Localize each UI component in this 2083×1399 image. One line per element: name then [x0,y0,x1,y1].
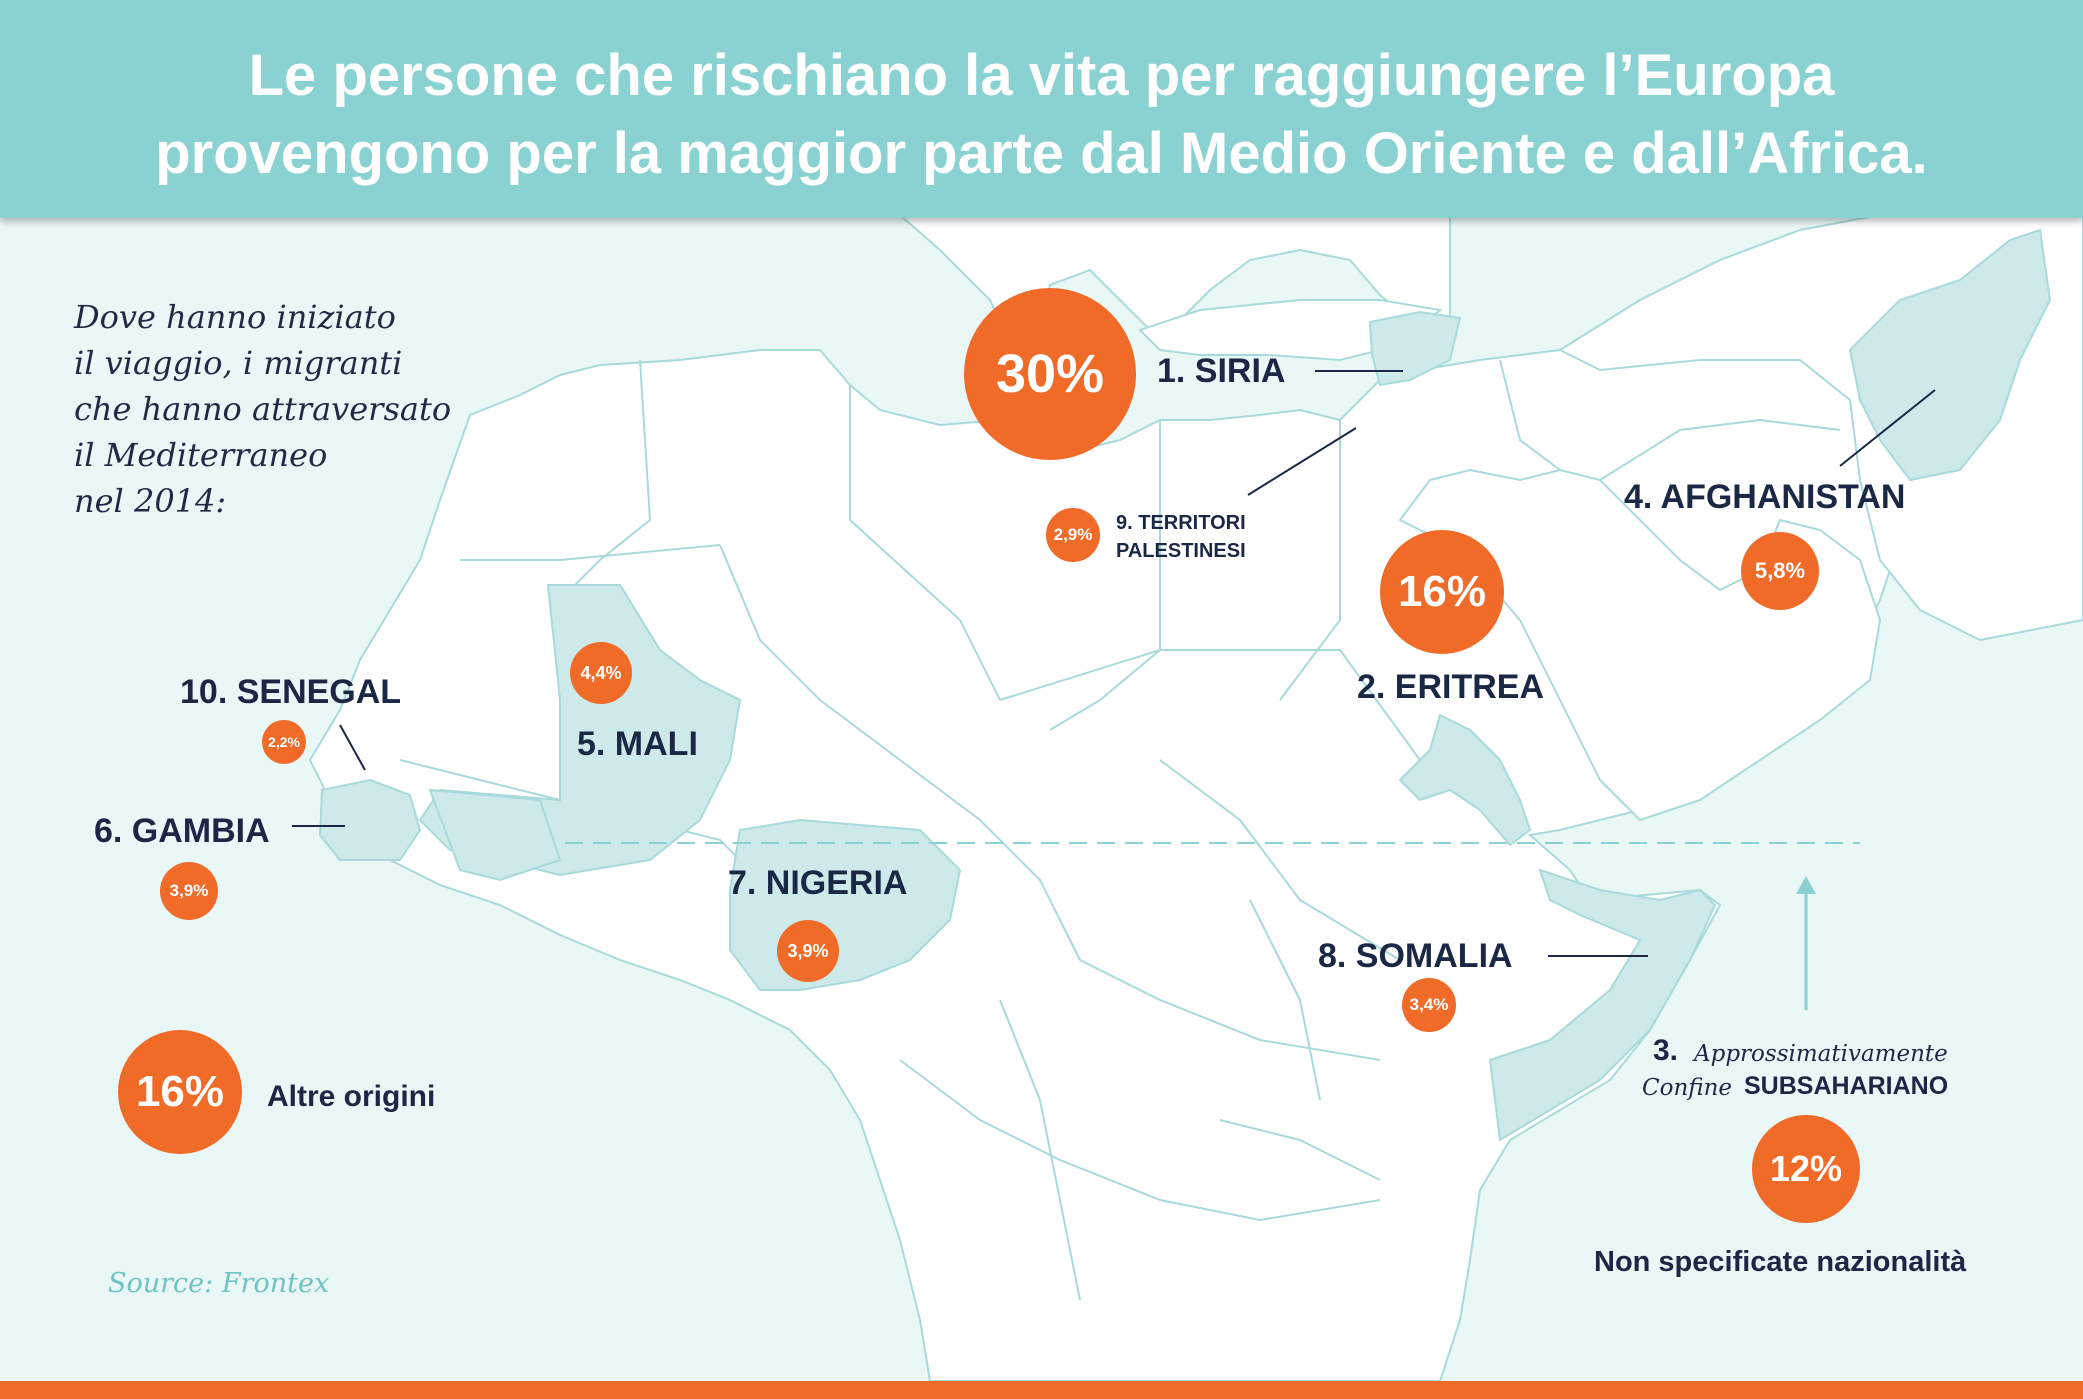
subsaharan-arrowhead [1796,876,1816,894]
bottom-accent-bar [0,1381,2083,1399]
land-arabia [1398,468,1882,822]
somalia-label: 8. SOMALIA [1318,937,1513,975]
subsaharan-caption: Non specificate nazionalità [1594,1246,1967,1278]
country-eritrea [1398,713,1532,847]
eritrea-label: 2. ERITREA [1357,668,1545,706]
source-credit: Source: Frontex [108,1268,330,1299]
subsaharan-rank: 3. [1653,1034,1679,1067]
palestina-percent-circle: 2,9% [1046,508,1100,562]
afghanistan-label: 4. AFGHANISTAN [1624,478,1906,516]
nigeria-label: 7. NIGERIA [728,864,908,902]
siria-percent-circle: 30% [964,288,1136,460]
subsaharan-text-confine: Confine [1642,1075,1733,1101]
subsaharan-text-sub: SUBSAHARIANO [1744,1072,1949,1100]
leader-palestina [1247,427,1357,496]
mali-percent-circle: 4,4% [570,642,632,704]
header-banner: Le persone che rischiano la vita per rag… [0,0,2083,218]
eritrea-percent-circle: 16% [1380,530,1504,654]
leader-lines [292,370,1936,957]
leader-afghanistan [1839,389,1936,467]
intro-line-5: nel 2014: [74,482,227,520]
somalia-percent-circle: 3,4% [1402,978,1456,1032]
senegal-label: 10. SENEGAL [180,673,402,711]
title-line-2: provengono per la maggior parte dal Medi… [155,121,1928,186]
country-siria [1368,310,1462,387]
afghanistan-percent-circle: 5,8% [1741,532,1819,610]
subsaharan-percent-circle: 12% [1752,1115,1860,1223]
intro-line-2: il viaggio, i migranti [74,344,403,382]
senegal-percent-circle: 2,2% [262,720,306,764]
country-mali-east [428,788,562,882]
palestina-label-line-1: 9. TERRITORI [1116,512,1246,534]
title-line-1: Le persone che rischiano la vita per rag… [248,43,1835,108]
country-senegal [318,778,422,861]
altre-label: Altre origini [267,1080,436,1113]
mali-label: 5. MALI [577,725,698,763]
gambia-label: 6. GAMBIA [94,812,270,850]
siria-label: 1. SIRIA [1157,352,1286,390]
intro-line-1: Dove hanno iniziato [74,298,396,336]
nigeria-percent-circle: 3,9% [777,920,839,982]
leader-senegal [339,724,366,771]
intro-line-3: che hanno attraversato [74,390,452,428]
highlighted-countries [318,228,2052,1142]
gambia-percent-circle: 3,9% [160,862,218,920]
intro-line-4: il Mediterraneo [74,436,328,474]
palestina-label-line-2: PALESTINESI [1116,540,1246,562]
country-somalia [1488,868,1717,1142]
altre-percent-circle: 16% [118,1030,242,1154]
subsaharan-text-approx: Approssimativamente [1694,1041,1948,1067]
